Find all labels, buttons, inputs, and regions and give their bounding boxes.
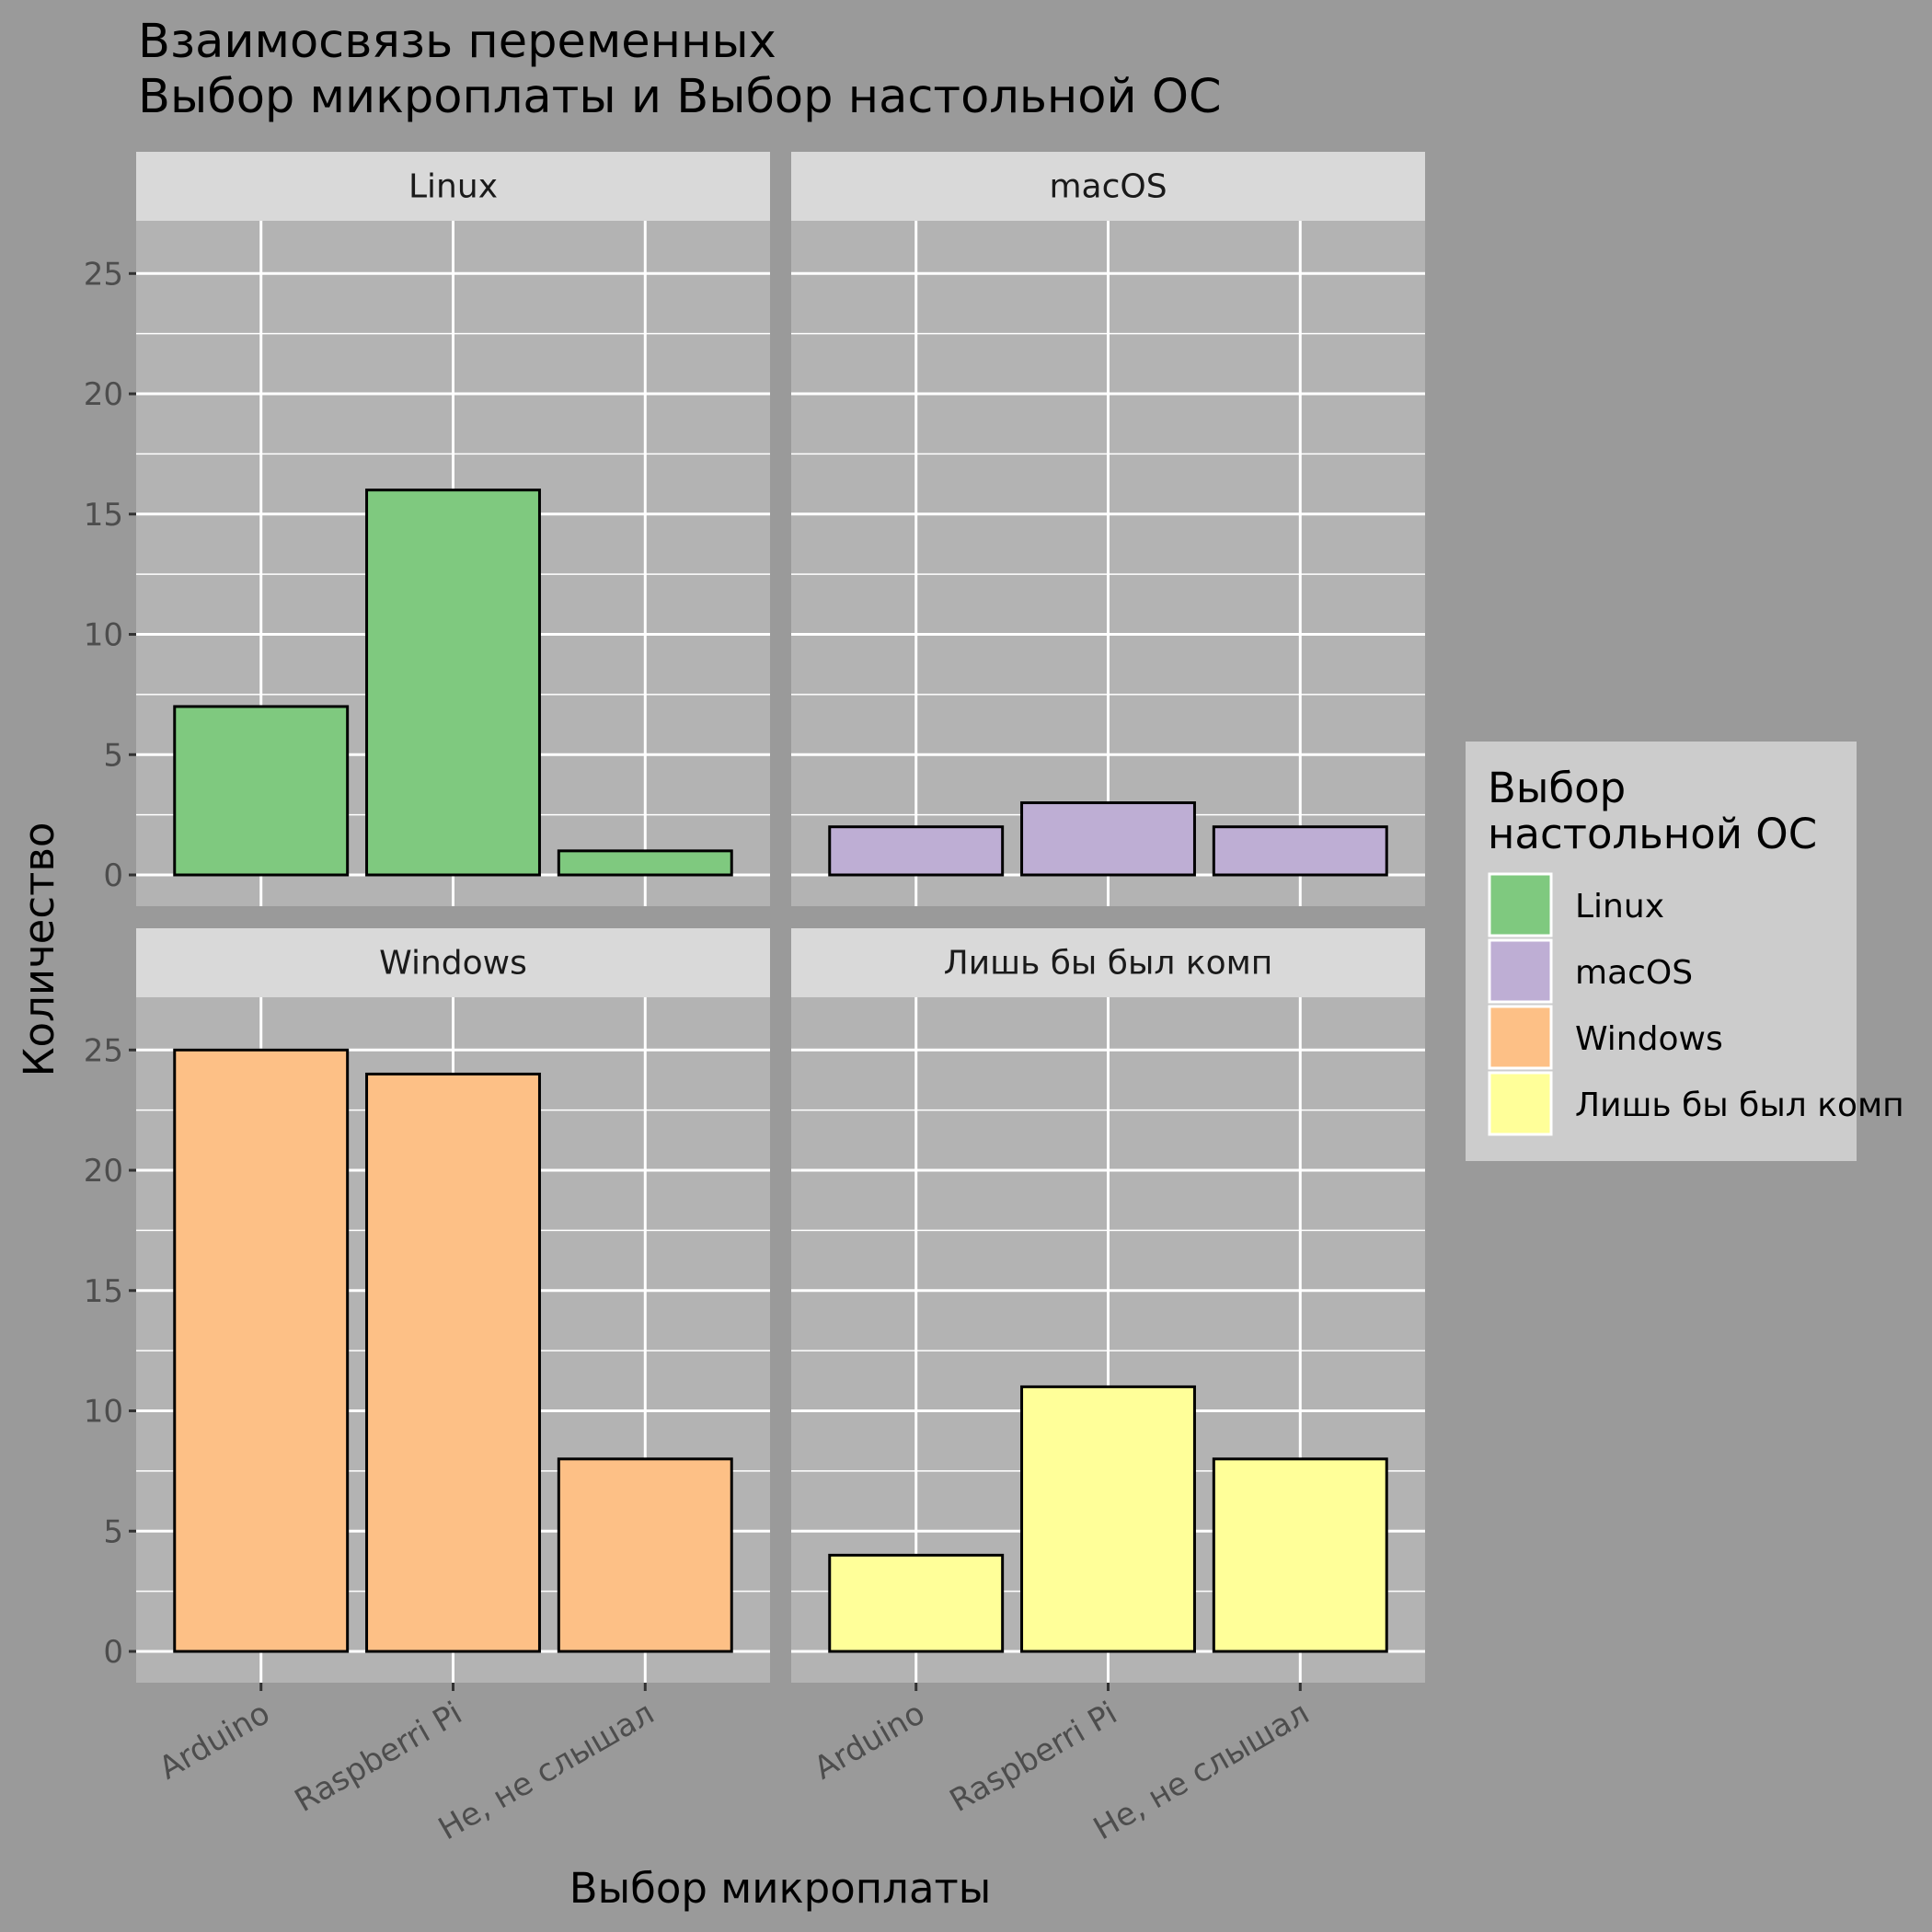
chart-title: Взаимосвязь переменных Выбор микроплаты … — [138, 15, 1222, 124]
x-tick-label: Не, не слышал — [1087, 1695, 1316, 1847]
bar-Не, не слышал — [1212, 1457, 1388, 1653]
facet-panel-macOS: macOS — [791, 152, 1425, 906]
bar-Arduino — [173, 1048, 350, 1653]
legend-key — [1488, 872, 1553, 937]
facet-strip-label: Windows — [379, 945, 527, 983]
legend-title-line: Выбор — [1488, 764, 1626, 812]
legend-label: macOS — [1575, 954, 1693, 992]
chart-title-line: Выбор микроплаты и Выбор настольной ОС — [138, 70, 1222, 124]
y-tick-label: 15 — [84, 1273, 123, 1310]
facet-strip-label: Лишь бы был комп — [944, 945, 1273, 983]
legend-key — [1488, 1071, 1553, 1136]
x-tick-label: Raspberri Pi — [289, 1695, 468, 1820]
bar-Не, не слышал — [557, 849, 733, 877]
bar-Raspberri Pi — [365, 1072, 541, 1653]
y-tick-label: 0 — [103, 1634, 123, 1671]
bar-Arduino — [173, 705, 350, 877]
bar-Raspberri Pi — [1020, 801, 1196, 877]
y-axis-title: Количество — [15, 822, 63, 1077]
bar-Raspberri Pi — [1020, 1385, 1196, 1653]
facet-strip — [136, 152, 770, 221]
y-tick-label: 10 — [84, 1394, 123, 1431]
facet-strip — [791, 928, 1425, 997]
legend-title-line: настольной ОС — [1488, 810, 1817, 858]
facet-strip-label: macOS — [1049, 168, 1167, 206]
facet-panel-Windows: Windows 0 5 10 15 20 25 Arduino Raspberri PiНе, … — [84, 928, 770, 1847]
y-tick-label: 5 — [103, 737, 123, 774]
y-tick-label: 20 — [84, 376, 123, 413]
y-tick-label: 10 — [84, 617, 123, 654]
facet-panels: Linux 0 5 10 15 20 25 macOS Windows 0 5 10 15 20 25 Ard… — [84, 152, 1425, 1847]
bar-Не, не слышал — [557, 1457, 733, 1653]
facet-strip — [136, 928, 770, 997]
chart-title-line: Взаимосвязь переменных — [138, 15, 776, 69]
x-tick-label: Arduino — [153, 1695, 276, 1787]
x-tick-label: Raspberri Pi — [944, 1695, 1123, 1820]
legend-label: Linux — [1575, 888, 1664, 926]
legend-label: Лишь бы был комп — [1575, 1087, 1904, 1124]
legend-key — [1488, 1005, 1553, 1070]
facet-strip-label: Linux — [408, 168, 498, 206]
y-tick-label: 25 — [84, 1032, 123, 1069]
bar-Arduino — [828, 825, 1005, 877]
facet-strip — [791, 152, 1425, 221]
bar-Raspberri Pi — [365, 489, 541, 877]
y-tick-label: 5 — [103, 1513, 123, 1550]
legend-key — [1488, 938, 1553, 1004]
y-tick-label: 0 — [103, 857, 123, 894]
bar-Arduino — [828, 1553, 1005, 1653]
legend-label: Windows — [1575, 1020, 1723, 1058]
facet-panel-Лишь бы был комп: Лишь бы был комп Arduino Raspberri PiНе, н… — [791, 928, 1425, 1847]
x-tick-label: Arduino — [808, 1695, 931, 1787]
y-tick-label: 15 — [84, 497, 123, 534]
bar-Не, не слышал — [1212, 825, 1388, 877]
x-tick-label: Не, не слышал — [432, 1695, 661, 1847]
x-axis-title: Выбор микроплаты — [569, 1864, 992, 1913]
y-tick-label: 25 — [84, 256, 123, 293]
facet-panel-Linux: Linux 0 5 10 15 20 25 — [84, 152, 770, 906]
y-tick-label: 20 — [84, 1153, 123, 1190]
